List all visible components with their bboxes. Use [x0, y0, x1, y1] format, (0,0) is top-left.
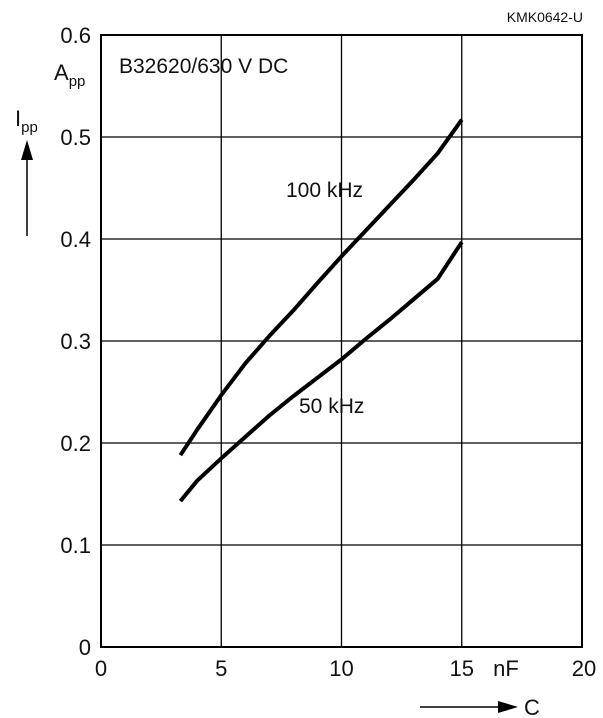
chart-title: B32620/630 V DC	[119, 55, 288, 78]
x-tick-label: 10	[329, 656, 353, 681]
x-tick-label: 20	[572, 656, 596, 681]
series-label-100khz: 100 kHz	[286, 179, 363, 202]
x-axis-unit: nF	[493, 656, 519, 681]
y-tick-label: 0	[79, 635, 91, 660]
series-line-50-khz	[178, 241, 464, 503]
x-axis-symbol: C	[524, 695, 540, 718]
y-tick-label: 0.1	[60, 533, 91, 558]
series-layer	[178, 118, 464, 503]
y-tick-label: 0.5	[60, 125, 91, 150]
y-axis-arrow-icon	[21, 140, 33, 236]
y-tick-label: 0.2	[60, 431, 91, 456]
y-axis-symbol: Ipp	[15, 106, 38, 136]
x-tick-labels: 0 5 10 15 20	[95, 656, 596, 681]
y-tick-label: 0.6	[60, 23, 91, 48]
figure-id: KMK0642-U	[507, 9, 583, 25]
y-tick-labels: 0 0.1 0.2 0.3 0.4 0.5 0.6	[60, 23, 91, 660]
y-axis-unit: App	[54, 60, 85, 90]
y-tick-label: 0.3	[60, 329, 91, 354]
x-tick-label: 5	[215, 656, 227, 681]
x-tick-label: 15	[450, 656, 474, 681]
series-line-100-khz	[178, 118, 464, 457]
grid	[101, 35, 582, 647]
plot-frame	[100, 34, 583, 648]
x-axis-arrow-icon	[420, 701, 518, 713]
series-label-50khz: 50 kHz	[299, 395, 364, 418]
x-tick-label: 0	[95, 656, 107, 681]
y-tick-label: 0.4	[60, 227, 91, 252]
